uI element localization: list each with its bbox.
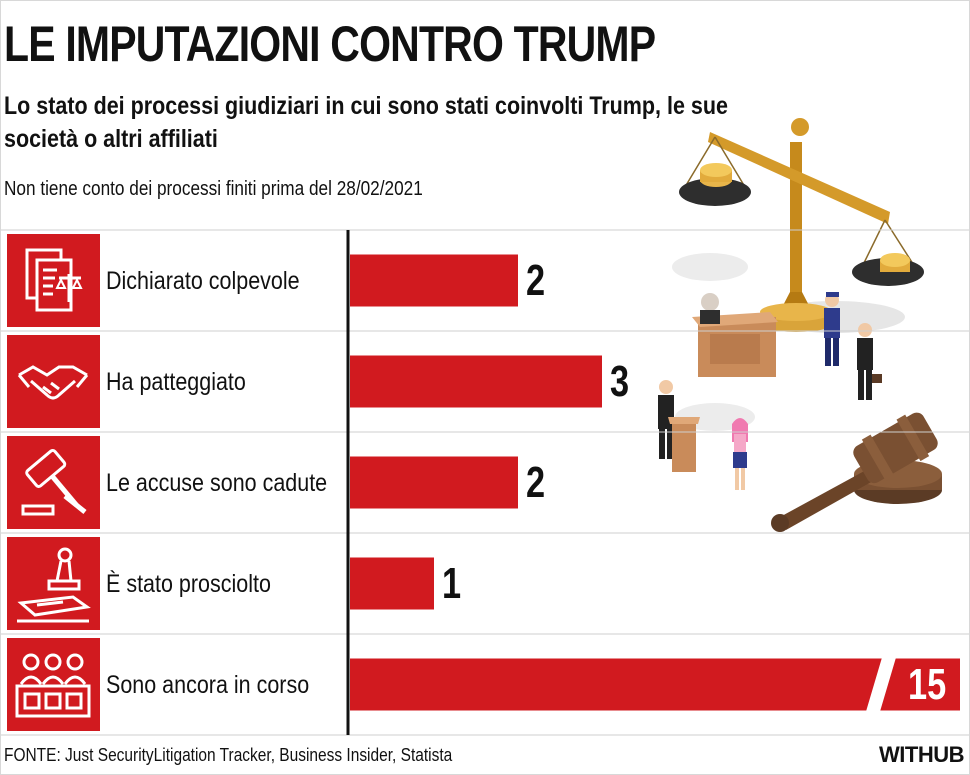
bar	[350, 355, 602, 408]
bar	[350, 254, 518, 307]
category-label: Sono ancora in corso	[106, 670, 310, 699]
document-scales-icon	[7, 234, 100, 327]
judge-bench	[692, 293, 778, 377]
bar	[350, 557, 434, 610]
category-label: Dichiarato colpevole	[106, 266, 300, 295]
stamp-icon	[7, 537, 100, 630]
chart-note: Non tiene conto dei processi finiti prim…	[4, 178, 423, 200]
value-label: 3	[610, 356, 630, 406]
value-label: 15	[908, 659, 947, 709]
gavel-icon	[7, 436, 100, 529]
chart-title: LE IMPUTAZIONI CONTRO TRUMP	[4, 16, 656, 72]
value-label: 2	[526, 457, 546, 507]
lawyer-figure	[857, 323, 882, 400]
category-label: È stato prosciolto	[106, 569, 271, 598]
value-label: 1	[442, 558, 462, 608]
bar	[350, 456, 518, 509]
axis-break-mark	[866, 657, 896, 712]
courtroom-illustration	[658, 118, 942, 532]
podium-figure	[658, 380, 700, 472]
witness-figure	[732, 418, 748, 490]
source-note: FONTE: Just SecurityLitigation Tracker, …	[4, 745, 453, 765]
bar	[350, 658, 960, 711]
chart-subtitle: Lo stato dei processi giudiziari in cui …	[4, 92, 728, 153]
category-label: Ha patteggiato	[106, 367, 246, 396]
category-label: Le accuse sono cadute	[106, 468, 328, 497]
gavel-illustration	[771, 412, 942, 532]
handshake-icon	[7, 335, 100, 428]
jury-icon	[7, 638, 100, 731]
scales-icon	[679, 118, 924, 332]
withub-logo: WITHUB	[879, 742, 964, 767]
value-label: 2	[526, 255, 546, 305]
